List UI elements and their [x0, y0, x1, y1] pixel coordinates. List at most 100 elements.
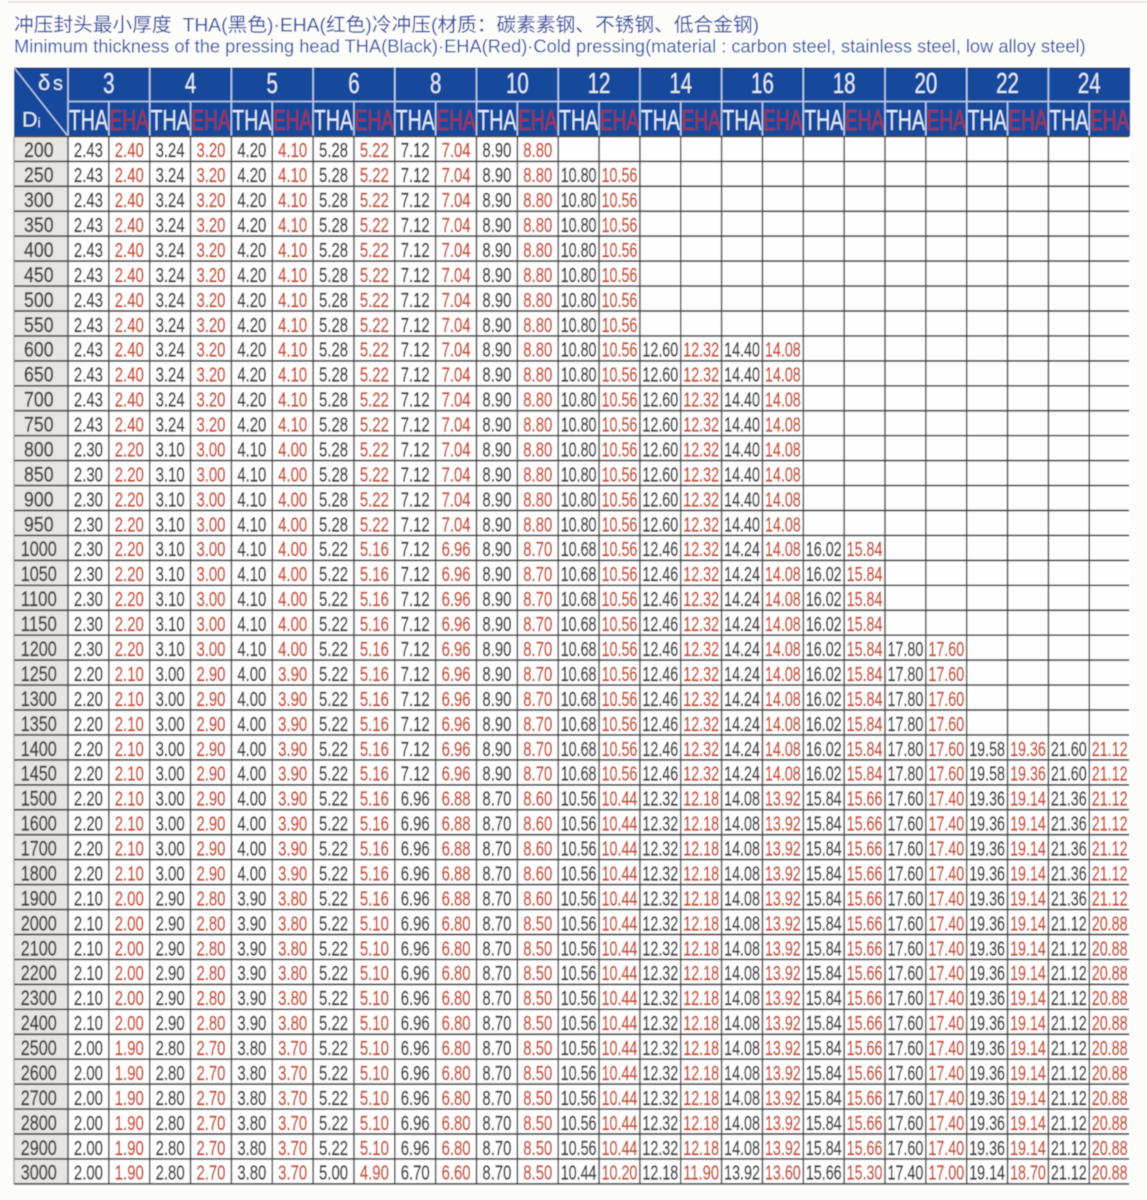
svg-text:10.56: 10.56 — [561, 838, 597, 861]
svg-text:4.00: 4.00 — [237, 788, 266, 811]
svg-text:17.60: 17.60 — [888, 912, 924, 935]
svg-text:8.70: 8.70 — [482, 912, 511, 935]
svg-text:12.32: 12.32 — [683, 588, 719, 611]
svg-text:7.04: 7.04 — [442, 364, 471, 387]
svg-text:3.00: 3.00 — [156, 813, 185, 836]
svg-text:14.08: 14.08 — [765, 389, 801, 412]
svg-text:4.20: 4.20 — [237, 214, 266, 237]
svg-text:3.10: 3.10 — [156, 613, 185, 636]
svg-text:15.66: 15.66 — [847, 937, 883, 960]
svg-text:2.10: 2.10 — [74, 887, 103, 910]
svg-text:8.70: 8.70 — [482, 1137, 511, 1160]
svg-text:2.00: 2.00 — [74, 1062, 103, 1085]
svg-text:14.40: 14.40 — [724, 339, 760, 362]
svg-text:8.90: 8.90 — [482, 463, 511, 486]
svg-text:THA: THA — [232, 105, 271, 137]
svg-text:21.36: 21.36 — [1051, 788, 1087, 811]
svg-text:2.00: 2.00 — [74, 1112, 103, 1135]
svg-text:3.10: 3.10 — [156, 488, 185, 511]
svg-text:15.66: 15.66 — [806, 1162, 842, 1185]
svg-text:EHA: EHA — [600, 105, 639, 137]
svg-text:8.70: 8.70 — [523, 663, 552, 686]
svg-text:THA: THA — [886, 105, 925, 137]
svg-text:21.12: 21.12 — [1051, 1112, 1087, 1135]
svg-text:13.92: 13.92 — [765, 813, 801, 836]
svg-text:4.00: 4.00 — [278, 638, 307, 661]
svg-text:3.80: 3.80 — [237, 1037, 266, 1060]
svg-text:2.90: 2.90 — [156, 912, 185, 935]
svg-text:5.10: 5.10 — [360, 1137, 389, 1160]
svg-text:14.08: 14.08 — [765, 513, 801, 536]
svg-text:6.80: 6.80 — [442, 1012, 471, 1035]
svg-text:3.80: 3.80 — [278, 887, 307, 910]
svg-text:4.00: 4.00 — [237, 738, 266, 761]
svg-text:5.22: 5.22 — [319, 588, 348, 611]
svg-text:17.40: 17.40 — [928, 813, 964, 836]
svg-text:19.14: 19.14 — [1010, 788, 1046, 811]
svg-text:6.80: 6.80 — [442, 1062, 471, 1085]
svg-text:EHA: EHA — [518, 105, 557, 137]
svg-text:17.60: 17.60 — [888, 1037, 924, 1060]
svg-text:7.12: 7.12 — [401, 463, 430, 486]
svg-text:THA: THA — [1049, 105, 1088, 137]
svg-text:7.12: 7.12 — [401, 563, 430, 586]
svg-text:5.22: 5.22 — [319, 763, 348, 786]
svg-text:2800: 2800 — [21, 1111, 57, 1135]
svg-text:17.60: 17.60 — [928, 688, 964, 711]
svg-text:10.56: 10.56 — [561, 987, 597, 1010]
svg-text:1900: 1900 — [21, 886, 57, 910]
svg-text:3.00: 3.00 — [156, 788, 185, 811]
svg-text:2.43: 2.43 — [74, 214, 103, 237]
svg-text:8.90: 8.90 — [482, 513, 511, 536]
svg-text:2.80: 2.80 — [156, 1062, 185, 1085]
svg-text:8.70: 8.70 — [482, 838, 511, 861]
svg-text:1800: 1800 — [21, 861, 57, 885]
svg-text:5.10: 5.10 — [360, 937, 389, 960]
svg-text:15.84: 15.84 — [806, 1062, 842, 1085]
svg-text:2.20: 2.20 — [115, 513, 144, 536]
svg-text:6.70: 6.70 — [401, 1162, 430, 1185]
svg-text:5.22: 5.22 — [319, 713, 348, 736]
svg-text:2.20: 2.20 — [115, 538, 144, 561]
svg-text:2.30: 2.30 — [74, 438, 103, 461]
svg-text:12.32: 12.32 — [642, 1087, 678, 1110]
svg-text:3.24: 3.24 — [156, 289, 185, 312]
svg-text:17.40: 17.40 — [928, 912, 964, 935]
svg-text:19.14: 19.14 — [1010, 1087, 1046, 1110]
svg-text:2000: 2000 — [21, 911, 57, 935]
svg-text:THA: THA — [559, 105, 598, 137]
svg-text:2.10: 2.10 — [74, 912, 103, 935]
svg-text:5.22: 5.22 — [319, 862, 348, 885]
svg-text:5.22: 5.22 — [319, 937, 348, 960]
svg-text:12.32: 12.32 — [683, 613, 719, 636]
svg-text:2.90: 2.90 — [156, 962, 185, 985]
svg-text:17.40: 17.40 — [888, 1162, 924, 1185]
svg-text:5.28: 5.28 — [319, 339, 348, 362]
svg-text:7.12: 7.12 — [401, 189, 430, 212]
svg-text:10.44: 10.44 — [602, 987, 638, 1010]
svg-text:2.90: 2.90 — [196, 738, 225, 761]
svg-text:17.40: 17.40 — [928, 1112, 964, 1135]
svg-text:3.90: 3.90 — [237, 887, 266, 910]
svg-text:17.40: 17.40 — [928, 1137, 964, 1160]
svg-text:16: 16 — [751, 68, 774, 100]
svg-text:19.14: 19.14 — [1010, 987, 1046, 1010]
svg-text:2.10: 2.10 — [74, 937, 103, 960]
svg-text:17.40: 17.40 — [928, 887, 964, 910]
svg-text:10.68: 10.68 — [561, 613, 597, 636]
svg-text:7.04: 7.04 — [442, 139, 471, 162]
svg-text:14: 14 — [669, 68, 692, 100]
svg-text:2.40: 2.40 — [115, 264, 144, 287]
svg-text:10.56: 10.56 — [561, 862, 597, 885]
svg-text:14.40: 14.40 — [724, 463, 760, 486]
svg-text:12.32: 12.32 — [642, 1012, 678, 1035]
svg-text:8.90: 8.90 — [482, 613, 511, 636]
svg-text:5.22: 5.22 — [360, 214, 389, 237]
svg-text:3.90: 3.90 — [278, 663, 307, 686]
svg-text:6.80: 6.80 — [442, 1037, 471, 1060]
svg-text:8.90: 8.90 — [482, 264, 511, 287]
svg-text:20.88: 20.88 — [1092, 1087, 1128, 1110]
svg-text:5.22: 5.22 — [360, 139, 389, 162]
svg-text:17.60: 17.60 — [888, 862, 924, 885]
svg-text:2.20: 2.20 — [115, 563, 144, 586]
